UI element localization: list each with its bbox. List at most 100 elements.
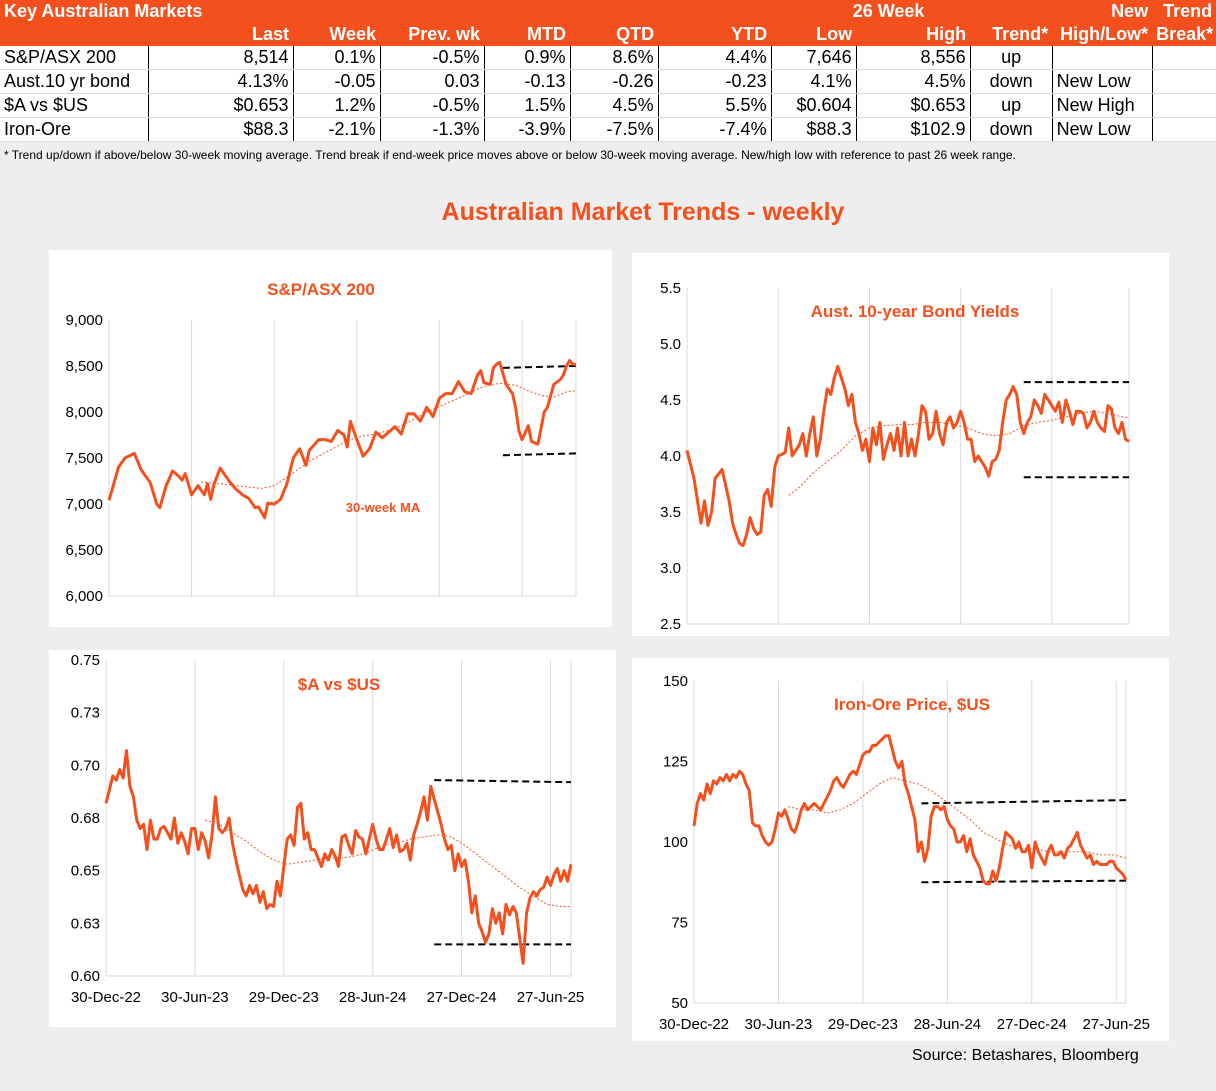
main-title: Australian Market Trends - weekly: [441, 198, 845, 226]
cell-last: $0.653: [148, 93, 294, 118]
x-tick-label: 27-Dec-24: [427, 989, 497, 1006]
table-row: Iron-Ore $88.3 -2.1% -1.3% -3.9% -7.5% -…: [0, 117, 1216, 142]
y-tick-label: 0.60: [71, 968, 100, 985]
y-tick-label: 5.5: [660, 280, 681, 297]
chart-title: S&P/ASX 200: [267, 280, 375, 299]
y-tick-label: 0.65: [71, 863, 100, 880]
y-tick-label: 0.63: [71, 915, 100, 932]
cell-low: $88.3: [771, 117, 857, 142]
cell-last: 8,514: [148, 46, 294, 70]
row-name: Aust.10 yr bond: [0, 69, 149, 94]
bond-chart-panel: 2.5 3.0 3.5 4.0 4.5 5.0 5.5 Aust. 10-year Bond …: [632, 253, 1169, 636]
cell-low: 4.1%: [771, 69, 857, 94]
cell-trend: up: [970, 93, 1053, 118]
x-tick-label: 30-Jun-23: [161, 989, 229, 1006]
range-dashed-line: [434, 779, 572, 784]
header-mtd: MTD: [484, 23, 570, 46]
cell-last: $88.3: [148, 117, 294, 142]
cell-trend: down: [970, 69, 1053, 94]
cell-qtd: -7.5%: [570, 117, 659, 142]
header-prev-week: Prev. wk: [380, 23, 484, 46]
cell-high: 8,556: [856, 46, 971, 70]
price-line: [685, 364, 1130, 548]
chart-title: Aust. 10-year Bond Yields: [811, 302, 1020, 321]
y-tick-label: 0.73: [71, 705, 100, 722]
y-tick-label: 75: [671, 915, 688, 932]
cell-ytd: 4.4%: [658, 46, 772, 70]
y-tick-label: 3.5: [660, 504, 681, 521]
moving-average-line: [205, 819, 571, 907]
y-tick-label: 9,000: [65, 312, 103, 329]
moving-average-line: [201, 382, 577, 489]
cell-ytd: 5.5%: [658, 93, 772, 118]
cell-mtd: 1.5%: [484, 93, 571, 118]
row-name: S&P/ASX 200: [0, 46, 149, 70]
header-low: Low: [771, 23, 857, 46]
row-name: $A vs $US: [0, 93, 149, 118]
y-tick-label: 125: [663, 754, 688, 771]
header-week: Week: [293, 23, 380, 46]
cell-prev: -0.5%: [380, 46, 485, 70]
iron-ore-chart: 30-Dec-22 30-Jun-23 29-Dec-23 28-Jun-24 27-D…: [659, 673, 1150, 1033]
cell-ytd: -0.23: [658, 69, 772, 94]
asx-chart: 6,000 6,500 7,000 7,500 8,000 8,500 9,000 S&P/A…: [65, 280, 577, 605]
y-tick-label: 2.5: [660, 616, 681, 633]
y-tick-label: 0.75: [71, 652, 100, 669]
chart-title: Iron-Ore Price, $US: [834, 695, 990, 714]
x-tick-label: 28-Jun-24: [914, 1016, 982, 1033]
cell-trend: up: [970, 46, 1053, 70]
asx-chart-panel: 6,000 6,500 7,000 7,500 8,000 8,500 9,000 S&P/A…: [49, 250, 612, 627]
y-tick-label: 4.5: [660, 392, 681, 409]
cell-trend: down: [970, 117, 1053, 142]
moving-average-line: [788, 777, 1127, 859]
row-name: Iron-Ore: [0, 117, 149, 142]
table-footnote: * Trend up/down if above/below 30-week m…: [4, 148, 1016, 162]
x-tick-label: 27-Jun-25: [1082, 1016, 1150, 1033]
y-tick-label: 150: [663, 673, 688, 690]
aud-chart-panel: 30-Dec-22 30-Jun-23 29-Dec-23 28-Jun-24 27-D…: [49, 650, 616, 1027]
table-row: Aust.10 yr bond 4.13% -0.05 0.03 -0.13 -…: [0, 69, 1216, 94]
x-tick-label: 30-Dec-22: [71, 989, 141, 1006]
header-trend: Trend*: [970, 23, 1053, 46]
y-tick-label: 8,000: [65, 404, 103, 421]
range-dashed-line: [502, 365, 577, 369]
table-title: Key Australian Markets: [0, 0, 659, 23]
iron-ore-chart-panel: 30-Dec-22 30-Jun-23 29-Dec-23 28-Jun-24 27-D…: [632, 658, 1169, 1041]
cell-qtd: -0.26: [570, 69, 659, 94]
header-new-line2: High/Low*: [1052, 23, 1153, 46]
cell-high: $102.9: [856, 117, 971, 142]
cell-new-high-low: New Low: [1052, 117, 1153, 142]
cell-prev: -0.5%: [380, 93, 485, 118]
y-tick-label: 3.0: [660, 560, 681, 577]
y-tick-label: 7,500: [65, 450, 103, 467]
cell-trend-break: [1152, 46, 1216, 70]
range-dashed-line: [921, 799, 1127, 805]
y-tick-label: 6,000: [65, 588, 103, 605]
header-new-line1: New: [1052, 0, 1153, 23]
cell-prev: -1.3%: [380, 117, 485, 142]
y-tick-label: 4.0: [660, 448, 681, 465]
cell-trend-break: [1152, 69, 1216, 94]
cell-prev: 0.03: [380, 69, 485, 94]
group-header-26-week: 26 Week: [771, 0, 971, 23]
cell-high: 4.5%: [856, 69, 971, 94]
y-tick-label: 7,000: [65, 496, 103, 513]
cell-mtd: 0.9%: [484, 46, 571, 70]
x-tick-label: 29-Dec-23: [828, 1016, 898, 1033]
y-tick-label: 5.0: [660, 336, 681, 353]
moving-average-line: [788, 410, 1130, 496]
cell-new-high-low: New Low: [1052, 69, 1153, 94]
markets-table: Key Australian Markets 26 Week New Trend…: [0, 0, 1216, 142]
cell-last: 4.13%: [148, 69, 294, 94]
cell-trend-break: [1152, 93, 1216, 118]
x-tick-label: 30-Jun-23: [745, 1016, 813, 1033]
range-dashed-line: [502, 452, 577, 457]
source-note: Source: Betashares, Bloomberg: [912, 1047, 1139, 1064]
cell-ytd: -7.4%: [658, 117, 772, 142]
x-tick-label: 30-Dec-22: [659, 1016, 729, 1033]
cell-week: -2.1%: [293, 117, 381, 142]
range-dashed-line: [921, 879, 1127, 884]
header-trend-break-line1: Trend: [1152, 0, 1216, 23]
x-tick-label: 28-Jun-24: [339, 989, 407, 1006]
cell-new-high-low: [1052, 46, 1153, 70]
